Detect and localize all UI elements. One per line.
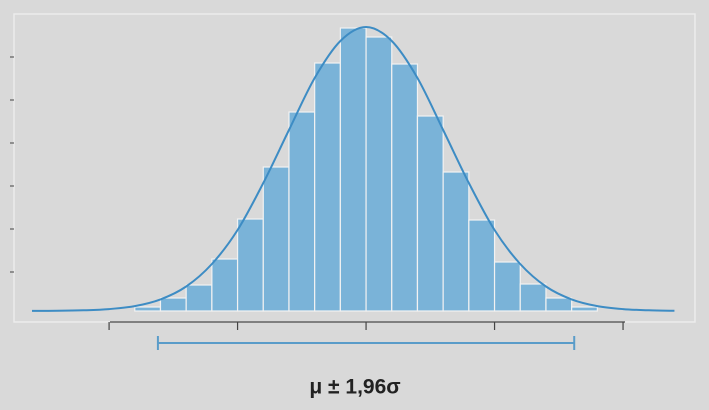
bar <box>134 306 162 312</box>
bar <box>416 115 444 312</box>
bar <box>442 171 470 312</box>
bar <box>211 258 239 312</box>
bar <box>468 219 496 312</box>
bar <box>288 111 316 312</box>
bar <box>545 297 573 312</box>
bar <box>262 166 290 312</box>
bar <box>185 284 213 312</box>
bar <box>519 283 547 312</box>
bar <box>493 261 521 312</box>
density-curve <box>31 25 675 312</box>
bar <box>339 27 367 312</box>
bar <box>159 297 187 312</box>
bar <box>571 306 598 312</box>
bar <box>236 218 264 312</box>
interval-label: μ ± 1,96σ <box>309 376 400 399</box>
bar <box>314 62 341 312</box>
bar <box>365 36 393 312</box>
bar <box>391 63 419 312</box>
